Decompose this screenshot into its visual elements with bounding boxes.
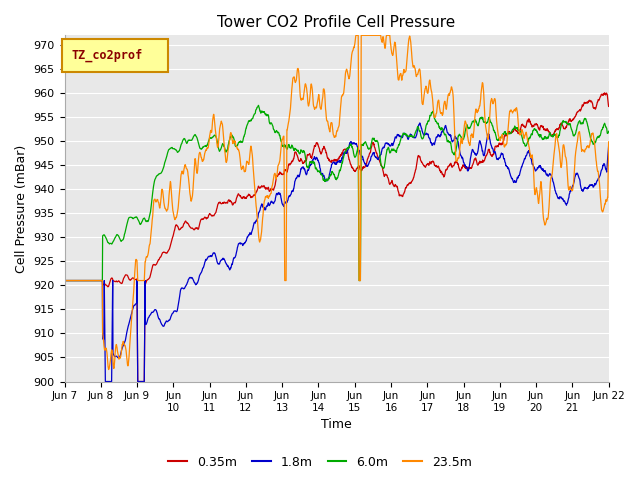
- 23.5m: [589, 132, 597, 138]
- X-axis label: Time: Time: [321, 419, 352, 432]
- 1.8m: [326, 172, 333, 178]
- 6.0m: [255, 103, 262, 108]
- 1.8m: [589, 184, 597, 190]
- 0.35m: [326, 157, 333, 163]
- 0.35m: [134, 379, 141, 384]
- Line: 6.0m: 6.0m: [65, 106, 609, 280]
- 23.5m: [311, 105, 319, 111]
- Line: 0.35m: 0.35m: [65, 93, 609, 382]
- 1.8m: [61, 277, 68, 283]
- 23.5m: [605, 139, 612, 145]
- 23.5m: [490, 100, 497, 106]
- 1.8m: [605, 143, 612, 149]
- 0.35m: [490, 151, 497, 157]
- 0.35m: [589, 102, 596, 108]
- 0.35m: [601, 90, 609, 96]
- 6.0m: [605, 129, 612, 134]
- 6.0m: [490, 125, 497, 131]
- Line: 1.8m: 1.8m: [65, 123, 609, 382]
- Title: Tower CO2 Profile Cell Pressure: Tower CO2 Profile Cell Pressure: [218, 15, 456, 30]
- 6.0m: [61, 277, 68, 283]
- FancyBboxPatch shape: [62, 39, 168, 72]
- 0.35m: [589, 105, 597, 110]
- 0.35m: [605, 104, 612, 109]
- Text: TZ_co2prof: TZ_co2prof: [71, 49, 142, 62]
- 0.35m: [311, 144, 319, 149]
- 23.5m: [589, 131, 597, 136]
- 23.5m: [105, 367, 113, 372]
- 6.0m: [589, 140, 596, 146]
- 1.8m: [311, 156, 319, 162]
- 6.0m: [311, 163, 319, 169]
- 6.0m: [88, 277, 96, 283]
- 23.5m: [61, 277, 68, 283]
- 6.0m: [326, 174, 333, 180]
- 1.8m: [490, 149, 497, 155]
- Y-axis label: Cell Pressure (mBar): Cell Pressure (mBar): [15, 144, 28, 273]
- 1.8m: [589, 184, 597, 190]
- 0.35m: [88, 277, 96, 283]
- Legend: 0.35m, 1.8m, 6.0m, 23.5m: 0.35m, 1.8m, 6.0m, 23.5m: [163, 451, 477, 474]
- 1.8m: [88, 277, 96, 283]
- 23.5m: [88, 277, 96, 283]
- Line: 23.5m: 23.5m: [65, 36, 609, 370]
- 6.0m: [589, 142, 597, 147]
- 0.35m: [61, 277, 68, 283]
- 23.5m: [352, 33, 360, 38]
- 1.8m: [102, 379, 109, 384]
- 23.5m: [326, 127, 333, 133]
- 1.8m: [416, 120, 424, 126]
